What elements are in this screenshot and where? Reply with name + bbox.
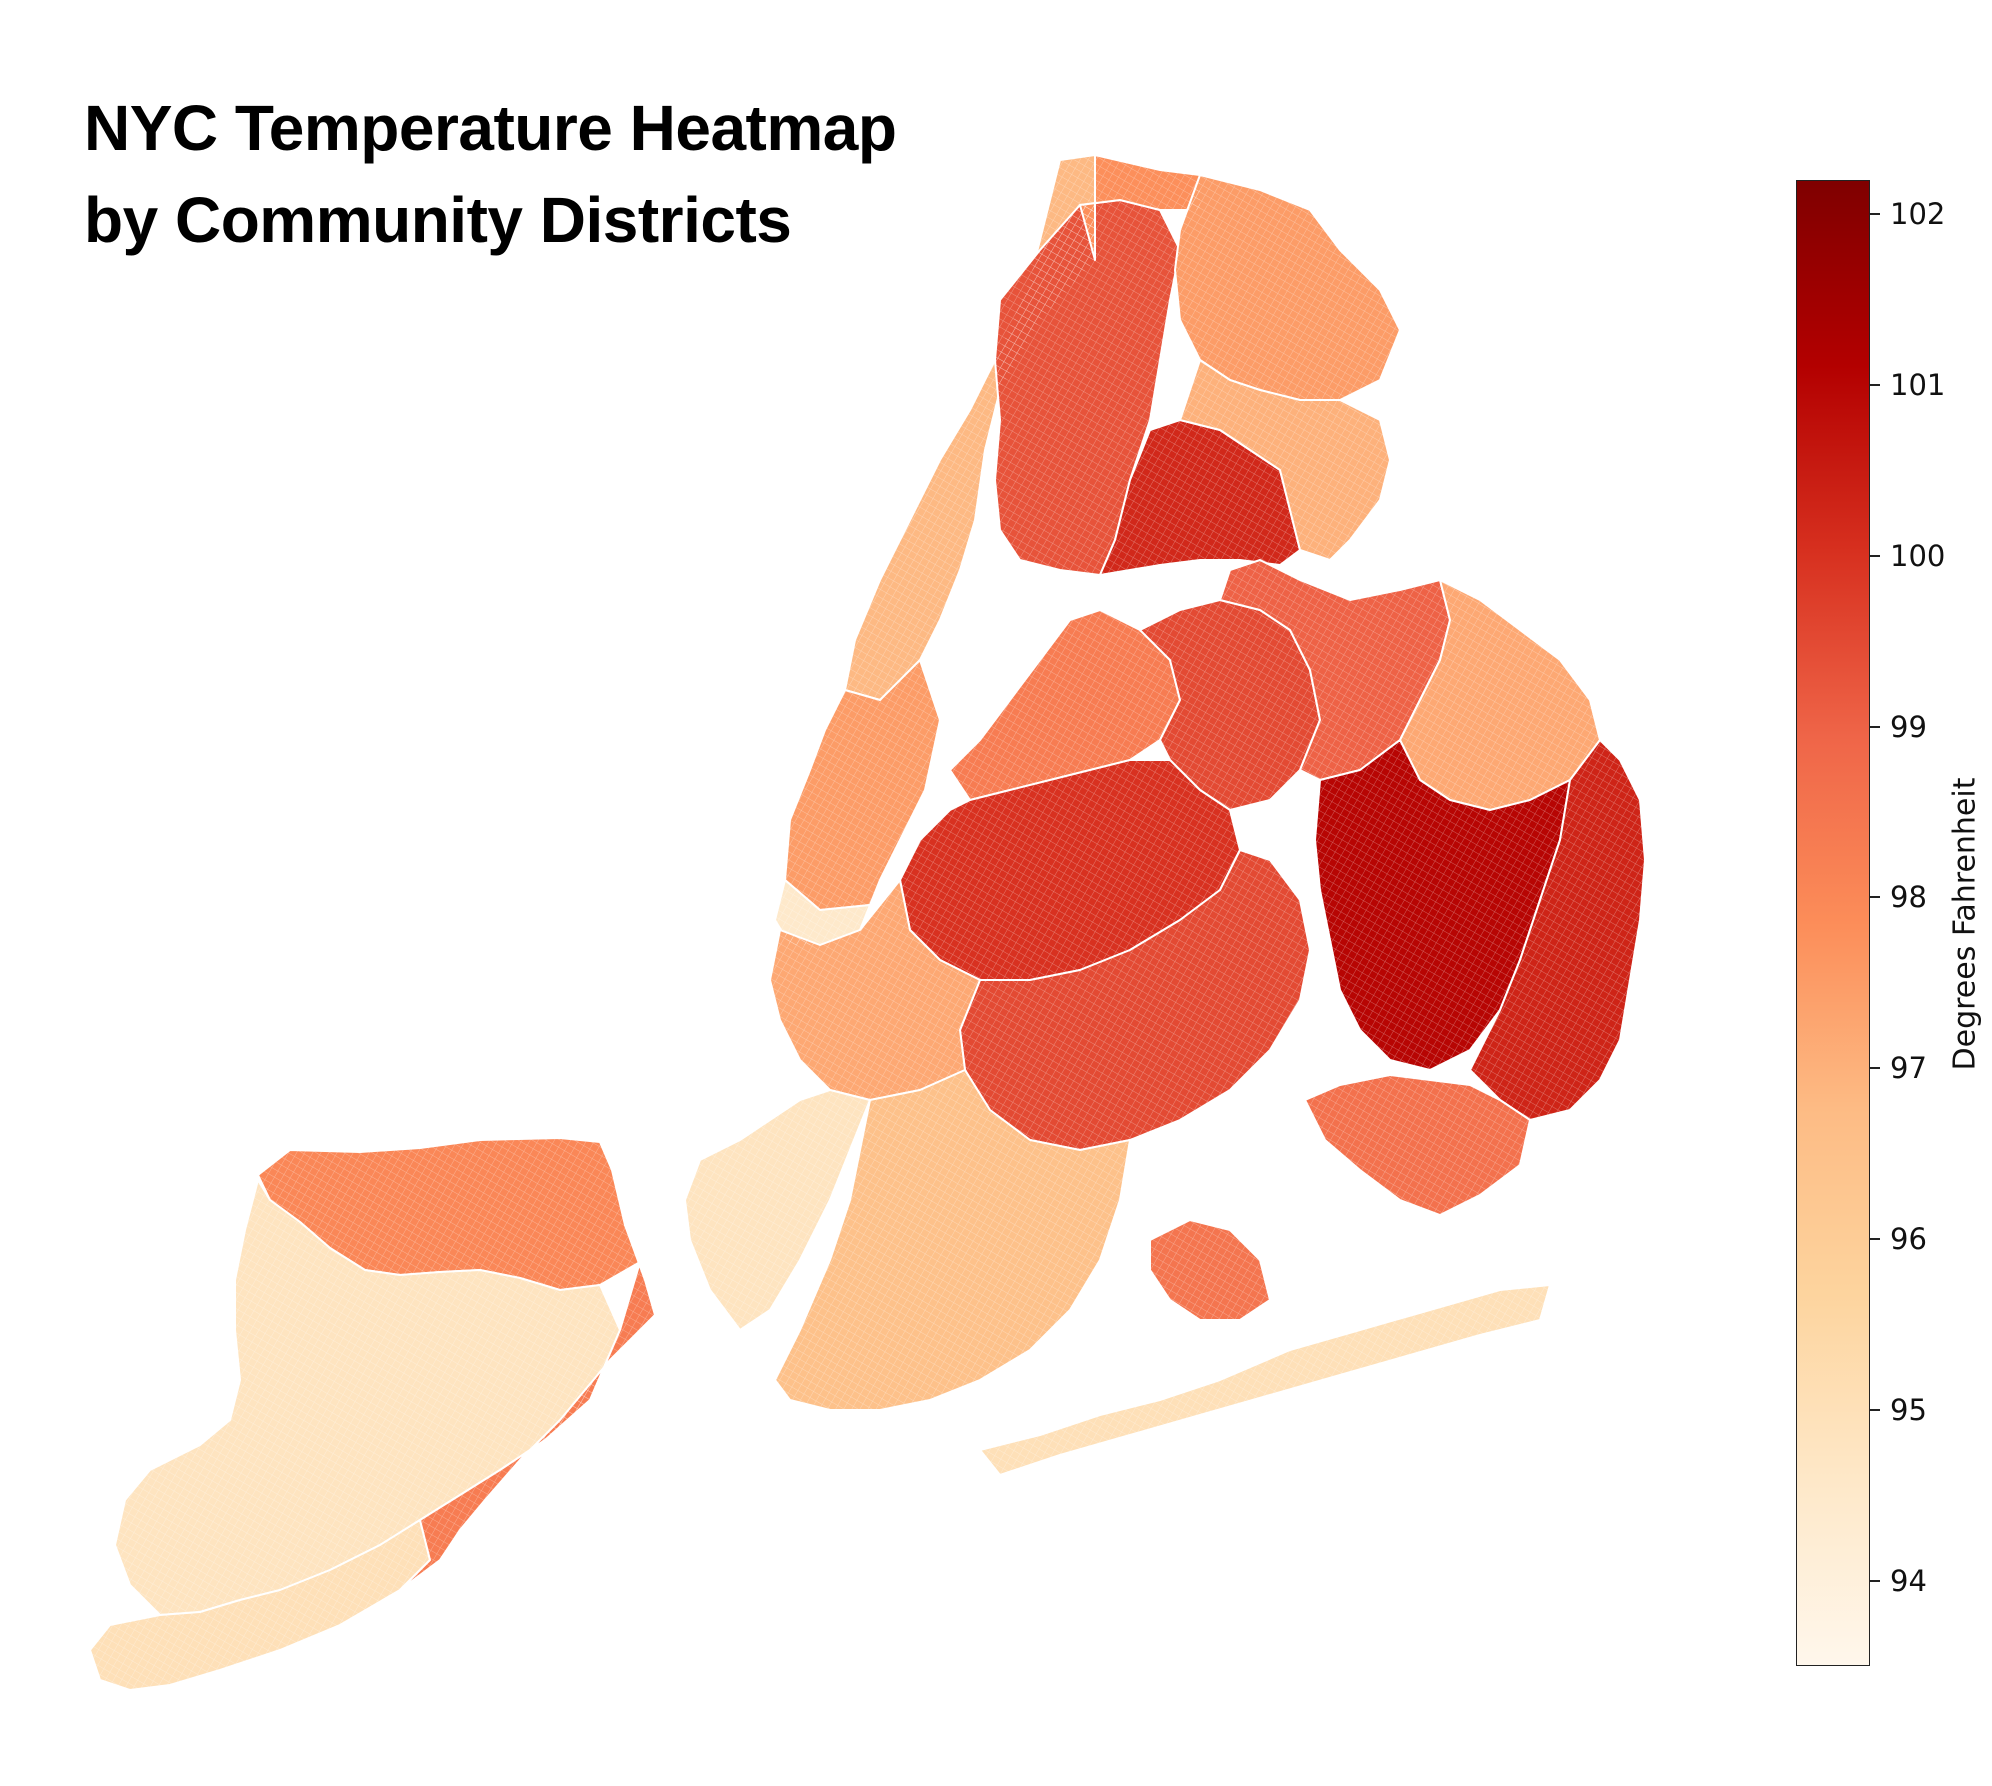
colorbar-tick-mark — [1870, 1579, 1880, 1582]
colorbar-tick-label: 96 — [1890, 1221, 1927, 1256]
colorbar-tick-label: 95 — [1890, 1392, 1927, 1427]
district-jamaica-bay-islands — [1149, 1219, 1271, 1321]
colorbar-tick-mark — [1870, 554, 1880, 557]
colorbar-tick-mark — [1870, 1067, 1880, 1070]
page-title: NYC Temperature Heatmap by Community Dis… — [84, 82, 897, 266]
colorbar-tick-mark — [1870, 213, 1880, 216]
colorbar — [1796, 180, 1870, 1666]
colorbar-tick-label: 99 — [1890, 709, 1927, 744]
colorbar-tick-label: 94 — [1890, 1563, 1927, 1598]
title-line-1: NYC Temperature Heatmap — [84, 92, 897, 164]
colorbar-tick-mark — [1870, 1408, 1880, 1411]
colorbar-tick-label: 100 — [1890, 538, 1946, 573]
colorbar-gradient — [1796, 180, 1870, 1666]
colorbar-tick-label: 97 — [1890, 1051, 1927, 1086]
colorbar-tick-label: 102 — [1890, 197, 1946, 232]
colorbar-tick-mark — [1870, 896, 1880, 899]
colorbar-tick-mark — [1870, 1237, 1880, 1240]
colorbar-tick-mark — [1870, 383, 1880, 386]
colorbar-tick-mark — [1870, 725, 1880, 728]
title-line-2: by Community Districts — [84, 184, 792, 256]
colorbar-label: Degrees Fahrenheit — [1947, 777, 1983, 1071]
colorbar-tick-label: 98 — [1890, 880, 1927, 915]
colorbar-tick-label: 101 — [1890, 367, 1946, 402]
